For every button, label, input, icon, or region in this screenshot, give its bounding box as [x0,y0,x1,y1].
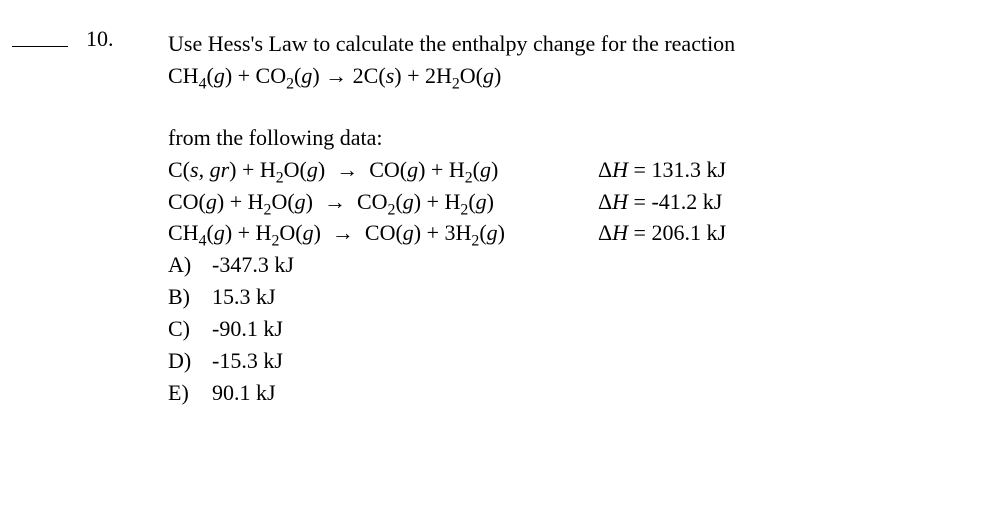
spacer [168,92,954,122]
given-equation: CO(g) + H2O(g) → CO2(g) + H2(g) [168,186,598,218]
prompt-line: Use Hess's Law to calculate the enthalpy… [168,28,954,60]
given-equation-row: CH4(g) + H2O(g) → CO(g) + 3H2(g) ΔH = 20… [168,217,954,249]
answer-choice: A) -347.3 kJ [168,249,954,281]
answer-blank-line [12,46,68,47]
choice-value: 15.3 kJ [212,281,276,313]
given-equation-row: C(s, gr) + H2O(g) → CO(g) + H2(g) ΔH = 1… [168,154,954,186]
choice-label: E) [168,377,212,409]
choice-value: -90.1 kJ [212,313,283,345]
delta-h-value: ΔH = -41.2 kJ [598,186,722,218]
choice-value: 90.1 kJ [212,377,276,409]
choice-label: A) [168,249,212,281]
choice-value: -15.3 kJ [212,345,283,377]
from-data-label: from the following data: [168,122,954,154]
choice-value: -347.3 kJ [212,249,294,281]
given-equation: C(s, gr) + H2O(g) → CO(g) + H2(g) [168,154,598,186]
given-equation-row: CO(g) + H2O(g) → CO2(g) + H2(g) ΔH = -41… [168,186,954,218]
question-number: 10. [86,26,114,52]
choice-label: D) [168,345,212,377]
answer-choice: E) 90.1 kJ [168,377,954,409]
delta-h-value: ΔH = 206.1 kJ [598,217,726,249]
delta-h-value: ΔH = 131.3 kJ [598,154,726,186]
answer-choice: C) -90.1 kJ [168,313,954,345]
question-page: 10. Use Hess's Law to calculate the enth… [0,0,994,409]
given-equation: CH4(g) + H2O(g) → CO(g) + 3H2(g) [168,217,598,249]
answer-choice: D) -15.3 kJ [168,345,954,377]
answer-choice: B) 15.3 kJ [168,281,954,313]
question-body: Use Hess's Law to calculate the enthalpy… [168,28,954,409]
choice-label: B) [168,281,212,313]
choice-label: C) [168,313,212,345]
target-equation: CH4(g) + CO2(g) → 2C(s) + 2H2O(g) [168,60,954,92]
